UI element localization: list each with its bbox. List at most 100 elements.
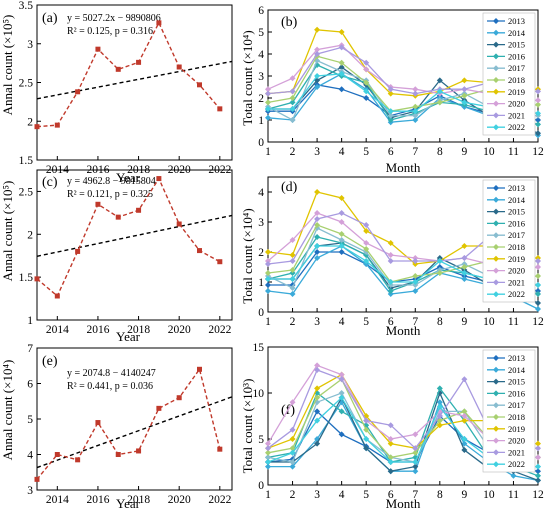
panel-a-r2: R² = 0.125, p = 0.316 [67, 26, 153, 37]
panel-c-point [54, 293, 60, 299]
panel-a-label: (a) [42, 11, 58, 26]
panel-c-r2: R² = 0.121, p = 0.325 [67, 189, 153, 200]
panel-f-series-2018-point [314, 394, 321, 401]
panel-f-series-2018-point [363, 426, 370, 433]
panel-d-legend-label: 2021 [508, 277, 525, 287]
panel-d-series-2022-point [363, 258, 370, 264]
panel-f-series-2021-point [436, 413, 443, 419]
panel-d-legend-label: 2022 [508, 289, 525, 299]
panel-d-series-2020-point [338, 219, 345, 225]
panel-d-series-2018-point [265, 270, 271, 276]
panel-c-series-line [36, 177, 221, 298]
panel-d-series-2018-point [412, 273, 419, 279]
panel-e-xtick-label: 2016 [86, 494, 109, 506]
panel-c-ytick-label: 2.5 [19, 186, 34, 198]
panel-b-series-2019-point [461, 77, 468, 84]
panel-d-xtick-label: 1 [265, 316, 271, 328]
panel-f-series-2022-point [436, 403, 443, 410]
panel-d-series-2020-point [314, 210, 321, 216]
panel-b-series-2020-point [265, 86, 271, 93]
panel-d-series-2020-point [289, 237, 296, 243]
panel-d-ytick-label: 3 [258, 217, 264, 229]
panel-d-series-2022-point [436, 258, 443, 264]
panel-c-point [75, 248, 81, 254]
panel-c-point [176, 221, 182, 227]
panel-b-legend-marker [493, 29, 499, 36]
panel-c-point [156, 176, 162, 182]
panel-d-series-2013-point [314, 249, 321, 255]
panel-b-legend-marker [493, 53, 499, 60]
panel-d-series-2018-point [338, 231, 345, 237]
panel-b-series-2018-point [535, 101, 541, 108]
panel-f-series-2021-point [387, 422, 394, 429]
panel-d-legend-label: 2016 [508, 218, 525, 228]
panel-f-series-2020-point [387, 436, 394, 442]
panel-f-series-2015-point [387, 468, 394, 475]
panel-f-legend-marker [493, 437, 499, 444]
panel-f-ytick-label: 15 [253, 342, 265, 354]
panel-a-ytick-label: 1.5 [19, 155, 34, 167]
panel-b-legend-label: 2020 [508, 99, 525, 109]
panel-c-axes: 2014 2016 2018 2020 2022 1 1.5 2 2.5 [19, 169, 233, 336]
panel-f-series-2020-point [535, 454, 541, 461]
panel-c-point [95, 201, 101, 207]
panel-b-ytick-label: 3 [258, 71, 264, 83]
panel-b-xtick-label: 12 [532, 146, 544, 158]
panel-f-series-2017-point [289, 459, 296, 465]
panel-d-series-2022-point [265, 276, 271, 282]
panel-d-series-2022-point [387, 279, 394, 285]
panel-b-series-2017-point [387, 112, 394, 119]
panel-b-legend-marker [493, 18, 499, 24]
panel-d-series-2014-point [535, 306, 541, 312]
panel-b-xlabel: Month [386, 160, 421, 175]
panel-a-ylabel: Annal count (×10⁵) [0, 15, 15, 116]
panel-c-point [136, 207, 142, 213]
panel-f-legend-marker [493, 390, 499, 397]
panel-b-series-2020-point [535, 97, 541, 104]
panel-f-legend-label: 2017 [508, 400, 525, 410]
panel-f-series-2022-point [461, 436, 468, 442]
panel-d-series-2018-point [461, 264, 468, 270]
panel-d-series-2014-point [265, 288, 271, 294]
panel-f-series-2020-point [412, 431, 419, 438]
panel-d-series-2021-point [338, 210, 345, 216]
panel-b-xtick-label: 11 [508, 146, 519, 158]
panel-b-legend-marker [493, 124, 499, 131]
panel-b-ytick-label: 5 [258, 27, 264, 39]
panel-b-series-2018-point [338, 59, 345, 66]
panel-f-series-2022-point [338, 394, 345, 401]
panel-e-point [115, 452, 121, 457]
panel-f-xtick-label: 10 [483, 489, 495, 501]
panel-d-xtick-label: 7 [412, 316, 418, 328]
panel-f-series-2015-point [412, 463, 419, 470]
panel-a-point [115, 66, 121, 72]
panel-b-series-2022-point [436, 88, 443, 95]
panel-a-series-line [36, 21, 221, 128]
panel-c: Annal count (×10⁵) Year (c) y = 4962.8 −… [0, 175, 156, 344]
panel-e-ytick-label: 4 [27, 450, 33, 462]
panel-e-point [136, 448, 142, 454]
panel-b-legend-marker [493, 41, 499, 48]
panel-f-series-2014-point [412, 468, 419, 475]
panel-d-series-2021-point [461, 255, 468, 261]
panel-f-series-2022-point [535, 463, 541, 470]
panel-b-series-2020-point [314, 46, 321, 53]
panel-f-series-2016-point [535, 472, 541, 479]
panel-f-xtick-label: 7 [412, 489, 418, 501]
panel-b-series-2019-point [338, 29, 345, 35]
panel-d-ylabel: Total count (×10⁴) [240, 208, 255, 303]
panel-f-series-2013-point [535, 468, 541, 475]
panel-d-series-2020-point [387, 252, 394, 258]
panel-a-ytick-label: 3 [27, 39, 33, 51]
panel-b-legend-marker [493, 77, 499, 83]
panel-f-xlabel: Month [386, 496, 421, 511]
panel-b-series-2021-point [289, 88, 296, 95]
panel-f-series-2022-point [363, 436, 370, 442]
panel-b-series-2021-point [387, 86, 394, 93]
panel-b-series-2020-point [289, 75, 296, 82]
panel-b-series-2018-point [412, 103, 419, 110]
panel-d-ytick-label: 1 [258, 277, 264, 289]
panel-b-series-2014-point [314, 84, 321, 90]
panel-b-label: (b) [281, 15, 298, 30]
